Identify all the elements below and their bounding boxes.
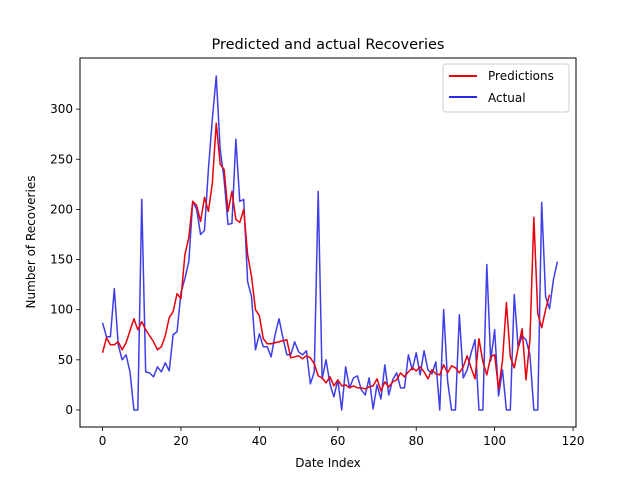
series-line-predictions xyxy=(101,122,551,392)
axes-frame xyxy=(79,57,577,428)
y-tick-label: 0 xyxy=(65,403,73,417)
legend-label-actual: Actual xyxy=(488,91,526,105)
y-tick-label: 100 xyxy=(50,303,73,317)
x-tick-label: 20 xyxy=(173,434,188,448)
x-tick-label: 80 xyxy=(409,434,424,448)
x-tick-label: 120 xyxy=(562,434,585,448)
x-axis-label: Date Index xyxy=(295,456,361,470)
y-tick-label: 300 xyxy=(50,102,73,116)
y-tick-label: 150 xyxy=(50,253,73,267)
series-line-actual xyxy=(101,75,559,411)
x-axis-ticks: 0 20 40 60 80 100 120 xyxy=(99,427,585,448)
legend: Predictions Actual xyxy=(442,63,570,113)
y-tick-label: 50 xyxy=(58,353,73,367)
x-tick-label: 100 xyxy=(483,434,506,448)
legend-label-predictions: Predictions xyxy=(488,69,554,83)
y-tick-label: 250 xyxy=(50,152,73,166)
x-tick-label: 40 xyxy=(252,434,267,448)
y-axis-ticks: 0 50 100 150 200 250 300 xyxy=(50,102,80,417)
y-axis-label: Number of Recoveries xyxy=(24,176,38,309)
chart-title: Predicted and actual Recoveries xyxy=(212,37,445,53)
plot-area xyxy=(79,57,577,428)
x-tick-label: 60 xyxy=(330,434,345,448)
y-tick-label: 200 xyxy=(50,202,73,216)
x-tick-label: 0 xyxy=(99,434,107,448)
series-layer xyxy=(101,75,559,411)
